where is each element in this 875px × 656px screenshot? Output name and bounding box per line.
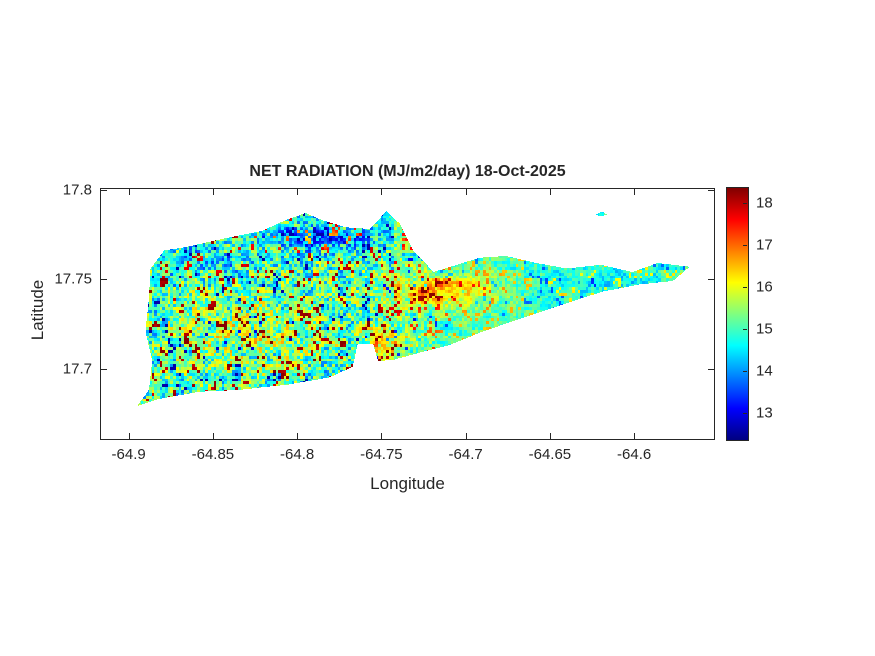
x-tick-label: -64.9: [111, 446, 146, 463]
colorbar-tick-label: 13: [756, 404, 773, 422]
x-tick-label: -64.65: [528, 446, 572, 463]
x-tick-mark: [297, 433, 299, 439]
colorbar-tick-label: 16: [756, 278, 773, 296]
x-tick-mark: [634, 433, 636, 439]
chart-title: NET RADIATION (MJ/m2/day) 18-Oct-2025: [249, 163, 566, 180]
x-tick-mark: [128, 189, 130, 195]
x-tick-mark: [128, 433, 130, 439]
colorbar-frame: [726, 187, 749, 441]
x-tick-label: -64.85: [191, 446, 235, 463]
x-tick-mark: [549, 433, 551, 439]
colorbar-tick-label: 17: [756, 236, 773, 254]
x-tick-label: -64.75: [360, 446, 403, 463]
y-tick-mark: [708, 279, 714, 281]
x-tick-mark: [634, 189, 636, 195]
y-tick-label: 17.8: [62, 181, 92, 199]
axes-box: [100, 188, 715, 440]
y-axis-label: Latitude: [28, 279, 47, 341]
colorbar-tick-mark: [743, 202, 747, 204]
colorbar-tick-mark: [743, 370, 747, 372]
colorbar-tick-label: 15: [756, 320, 773, 338]
colorbar-tick-mark: [743, 286, 747, 288]
colorbar-tick-mark: [743, 328, 747, 330]
y-tick-mark: [101, 368, 107, 370]
y-tick-label: 17.75: [54, 270, 92, 288]
x-tick-mark: [297, 189, 299, 195]
x-tick-mark: [212, 433, 214, 439]
colorbar-tick-label: 18: [756, 194, 773, 212]
x-tick-mark: [381, 189, 383, 195]
x-tick-mark: [549, 189, 551, 195]
x-tick-label: -64.6: [617, 446, 652, 463]
x-tick-mark: [465, 189, 467, 195]
y-tick-mark: [708, 368, 714, 370]
colorbar-tick-mark: [743, 412, 747, 414]
y-tick-mark: [101, 279, 107, 281]
x-tick-label: -64.8: [280, 446, 315, 463]
x-tick-mark: [212, 189, 214, 195]
y-tick-mark: [101, 189, 107, 191]
heatmap-canvas: [100, 188, 715, 440]
colorbar-tick-label: 14: [756, 362, 773, 380]
y-tick-mark: [708, 189, 714, 191]
y-tick-label: 17.7: [62, 360, 92, 377]
x-axis-label: Longitude: [370, 474, 445, 493]
x-tick-mark: [381, 433, 383, 439]
colorbar-tick-mark: [743, 244, 747, 246]
x-tick-label: -64.7: [448, 446, 483, 463]
colorbar-canvas: [727, 188, 748, 440]
x-tick-mark: [465, 433, 467, 439]
